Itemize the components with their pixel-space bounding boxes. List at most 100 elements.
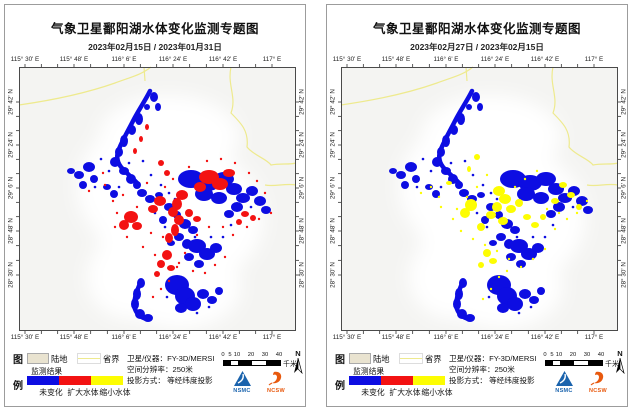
water-expand bbox=[165, 233, 173, 243]
class-label: 扩大水体 bbox=[389, 388, 421, 397]
water-unchanged bbox=[510, 226, 520, 234]
water-expand bbox=[119, 220, 129, 230]
water-shrink-dot bbox=[531, 257, 535, 261]
north-arrow: N bbox=[292, 349, 304, 376]
lon-label-bottom: 116° 6' E bbox=[433, 334, 459, 341]
water-expand-dot bbox=[87, 189, 91, 193]
class-swatch bbox=[381, 376, 413, 385]
water-unchanged bbox=[83, 162, 95, 172]
water-unchanged bbox=[137, 189, 147, 197]
ncsw-logo-text: NCSW bbox=[588, 388, 607, 394]
map-panel-right: 气象卫星鄱阳湖水体变化监测专题图 2023年02月27日 / 2023年02月1… bbox=[326, 4, 628, 407]
lon-label-top: 116° 6' E bbox=[111, 56, 137, 63]
water-expand bbox=[145, 124, 149, 130]
water-shrink-dot bbox=[545, 207, 549, 211]
water-shrink-dot bbox=[471, 237, 475, 241]
water-unchanged bbox=[135, 113, 143, 125]
scalebar-numbers: 0 5 10 20 30 40 bbox=[543, 352, 615, 359]
water-unchanged bbox=[455, 288, 463, 300]
province-boundary-swatch bbox=[77, 353, 101, 364]
water-unchanged bbox=[110, 157, 120, 167]
lat-label-right: 28° 30' N bbox=[620, 262, 628, 288]
water-unchanged bbox=[536, 172, 556, 186]
water-shrink-dot bbox=[439, 205, 443, 209]
water-expand bbox=[154, 196, 166, 206]
water-shrink bbox=[489, 258, 497, 264]
water-shrink-dot bbox=[429, 185, 433, 189]
water-unchanged bbox=[516, 260, 526, 268]
water-shrink-dot bbox=[513, 185, 517, 189]
lat-label-left: 28° 48' N bbox=[329, 218, 337, 244]
land-label: 陆地 bbox=[373, 354, 390, 364]
water-shrink-dot bbox=[495, 249, 499, 253]
north-label: N bbox=[617, 349, 623, 358]
scale-tick-number: 10 bbox=[555, 352, 563, 358]
water-dot bbox=[439, 185, 443, 189]
water-expand-dot bbox=[167, 279, 171, 283]
water-unchanged bbox=[437, 147, 445, 157]
water-unchanged bbox=[472, 92, 480, 102]
axis-ticks bbox=[338, 64, 621, 334]
water-dot bbox=[93, 185, 97, 189]
lon-label-bottom: 116° 6' E bbox=[111, 334, 137, 341]
land-swatch bbox=[349, 353, 371, 364]
water-shrink bbox=[486, 211, 496, 219]
water-unchanged bbox=[465, 314, 475, 322]
water-shrink-dot bbox=[505, 269, 509, 273]
water-unchanged bbox=[79, 181, 87, 189]
scale-tick-number: 5 bbox=[550, 352, 554, 358]
water-shrink bbox=[460, 208, 470, 218]
class-swatch bbox=[59, 376, 91, 385]
water-expand bbox=[236, 219, 242, 225]
water-expand-dot bbox=[219, 157, 223, 161]
nsmc-logo-text: NSMC bbox=[555, 388, 573, 394]
water-unchanged bbox=[119, 167, 129, 175]
water-shrink-dot bbox=[519, 265, 523, 269]
water-unchanged bbox=[150, 92, 158, 102]
province-boundary-line bbox=[264, 183, 297, 187]
water-shrink bbox=[499, 194, 511, 204]
water-expand bbox=[194, 182, 206, 192]
lat-label-right: 29° 6' N bbox=[298, 176, 306, 200]
water-unchanged bbox=[453, 298, 461, 310]
water-dot bbox=[249, 205, 253, 209]
lon-label-top: 116° 24' E bbox=[158, 56, 188, 63]
legend-char-bottom: 例 bbox=[13, 381, 23, 392]
water-expand-dot bbox=[213, 263, 217, 267]
water-expand bbox=[133, 148, 137, 154]
water-expand-dot bbox=[195, 233, 199, 237]
water-expand bbox=[167, 265, 175, 271]
north-arrow-icon bbox=[616, 357, 625, 375]
water-dot bbox=[117, 185, 121, 189]
water-expand-dot bbox=[233, 161, 237, 165]
water-dot bbox=[489, 191, 493, 195]
water-unchanged bbox=[521, 248, 537, 260]
satellite-line: 卫星/仪器：FY-3D/MERSI bbox=[449, 354, 537, 363]
water-shrink-dot bbox=[535, 169, 539, 173]
water-expand-dot bbox=[125, 235, 129, 239]
water-dot bbox=[209, 235, 213, 239]
nsmc-logo-text: NSMC bbox=[233, 388, 251, 394]
legend-block: 图 例 陆地 省界 监测结果 未变化 扩大水体 缩小水体 卫星/仪器：FY-3D/M… bbox=[327, 349, 627, 405]
water-shrink bbox=[531, 222, 539, 228]
water-expand-dot bbox=[269, 211, 273, 215]
water-unchanged bbox=[194, 260, 204, 268]
water-shrink-dot bbox=[565, 217, 569, 221]
water-unchanged bbox=[175, 303, 187, 313]
water-unchanged bbox=[506, 253, 516, 261]
class-label: 缩小水体 bbox=[99, 388, 131, 397]
nsmc-logo-icon bbox=[233, 371, 251, 386]
province-boundary-line bbox=[465, 66, 468, 82]
map-svg bbox=[338, 64, 621, 334]
lon-label-bottom: 115° 30' E bbox=[332, 334, 362, 341]
water-unchanged bbox=[459, 278, 467, 288]
water-expand bbox=[241, 211, 249, 217]
water-dot bbox=[551, 223, 555, 227]
result-title: 监测结果 bbox=[31, 367, 63, 376]
water-dot bbox=[463, 159, 467, 163]
water-shrink bbox=[515, 199, 523, 207]
class-label: 扩大水体 bbox=[67, 388, 99, 397]
water-unchanged bbox=[442, 135, 450, 147]
water-unchanged bbox=[477, 103, 483, 111]
scale-segment bbox=[231, 361, 238, 365]
